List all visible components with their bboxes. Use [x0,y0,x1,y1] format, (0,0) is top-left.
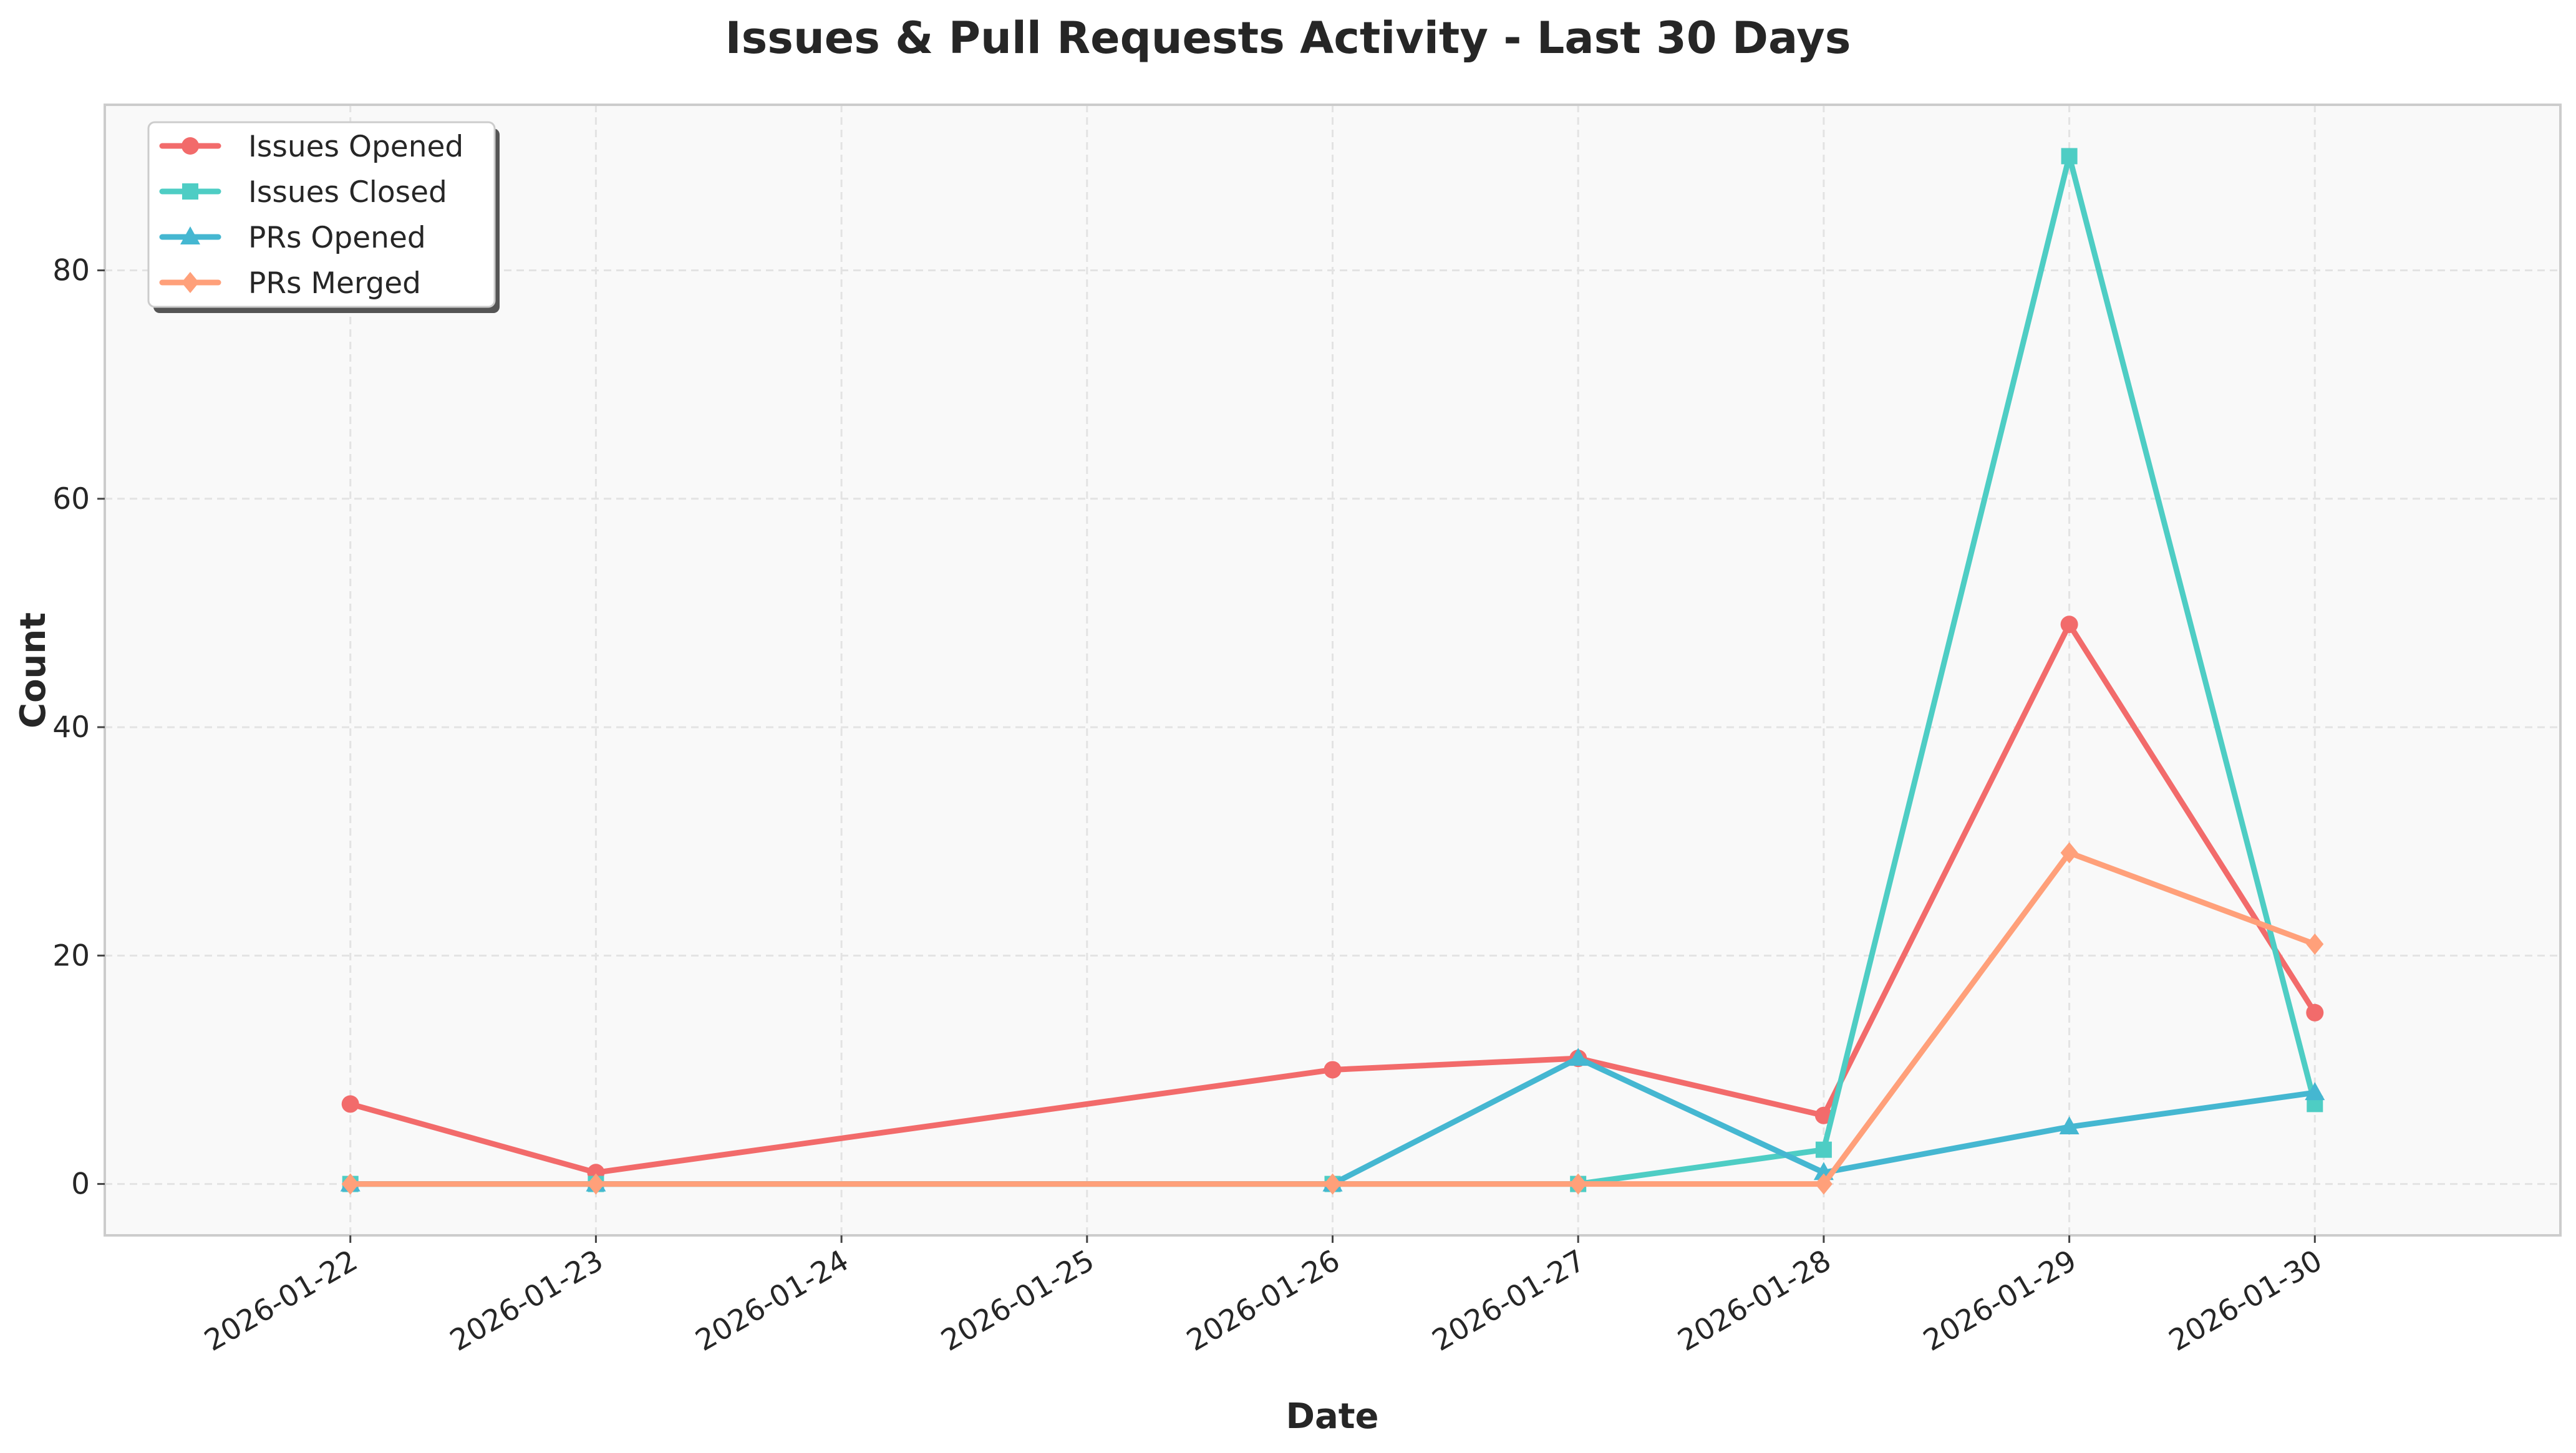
data-point [2061,148,2078,165]
series-prs-merged [341,842,2324,1195]
y-tick-label: 40 [52,710,90,745]
data-point [1814,1106,1833,1124]
data-point [2306,1003,2324,1021]
legend-label: Issues Opened [248,130,463,164]
data-point [341,1095,359,1113]
legend-item: PRs Merged [159,266,421,301]
chart-title: Issues & Pull Requests Activity - Last 3… [725,12,1851,64]
grid-lines [105,105,2560,1235]
legend: Issues Opened Issues Closed PRs Opened PRs … [147,121,500,313]
series-layer [340,148,2325,1195]
data-point [2305,1082,2325,1101]
legend-marker [182,137,199,155]
legend-marker [182,183,198,200]
data-point [2306,934,2324,955]
y-axis-label: Count [13,612,54,728]
data-point [587,1173,605,1195]
legend-item: Issues Closed [159,175,447,210]
data-point [1568,1048,1589,1066]
y-tick-label: 80 [52,254,90,288]
y-ticks: 0 20 40 60 80 [52,254,105,1202]
data-point [1324,1173,1342,1195]
legend-item: Issues Opened [159,130,463,164]
data-point [1569,1173,1587,1195]
legend-label: Issues Closed [248,175,447,210]
data-point [1814,1173,1833,1195]
data-point [341,1173,359,1195]
legend-label: PRs Merged [248,266,421,301]
legend-box [147,121,496,308]
y-tick-label: 0 [71,1167,90,1202]
x-axis-label: Date [1286,1396,1378,1437]
data-point [2060,615,2078,634]
data-point [2059,1116,2080,1135]
data-point [1815,1141,1832,1158]
data-point [2060,842,2078,864]
legend-item: PRs Opened [159,221,426,255]
y-tick-label: 60 [52,482,90,516]
legend-marker [180,226,200,244]
legend-marker [182,272,199,293]
legend-label: PRs Opened [248,221,426,255]
y-tick-label: 20 [52,939,90,973]
data-point [1324,1061,1342,1079]
